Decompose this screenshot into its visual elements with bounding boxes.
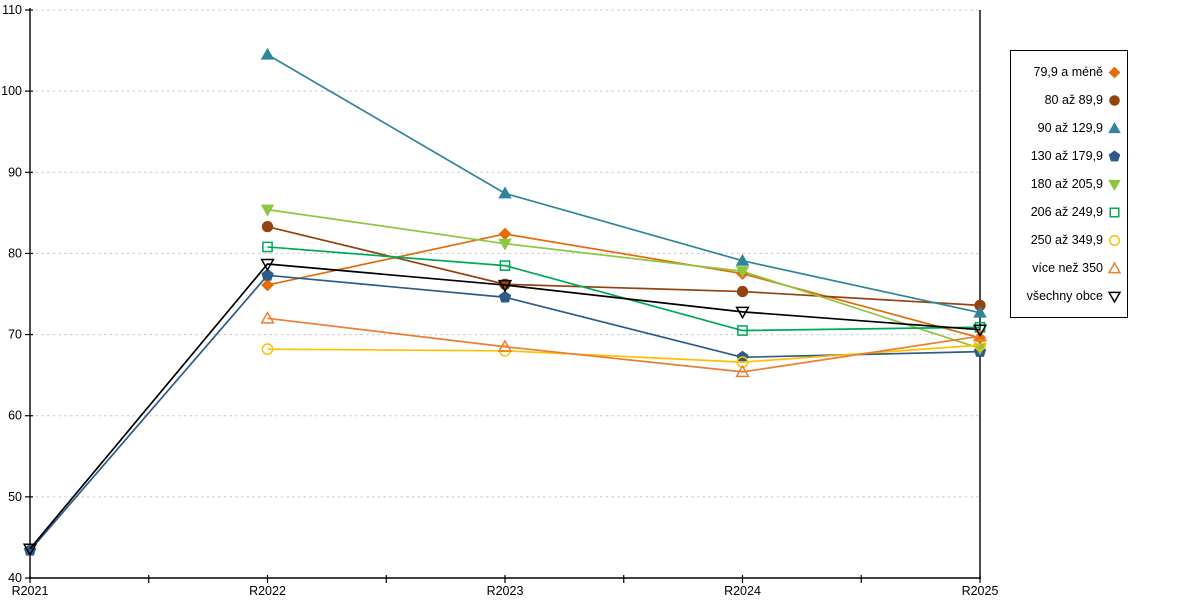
legend-item: 90 až 129,9	[1016, 121, 1122, 136]
series-line	[29, 263, 981, 550]
y-axis-tick-label: 40	[8, 571, 22, 585]
triangle-down-marker	[1107, 291, 1122, 303]
legend-marker-icon	[1108, 121, 1121, 133]
pentagon-marker	[1108, 149, 1121, 161]
x-axis-tick-label: R2025	[962, 584, 999, 598]
series-80-a-89-9	[261, 220, 986, 312]
y-axis-tick-label: 90	[8, 165, 22, 179]
circle-marker	[1108, 234, 1121, 246]
legend-marker-icon	[1108, 149, 1121, 161]
triangle-up-marker	[1107, 261, 1122, 273]
legend-item-label: 80 až 89,9	[1044, 92, 1103, 107]
x-axis-tick-label: R2023	[487, 584, 524, 598]
series-180-a-205-9	[260, 204, 987, 356]
diamond-marker	[261, 278, 274, 292]
legend-marker-icon	[1108, 179, 1121, 191]
series-line	[267, 208, 981, 350]
y-axis-tick-label: 50	[8, 490, 22, 504]
triangle-up-marker	[498, 186, 512, 199]
x-axis-tick-label: R2024	[724, 584, 761, 598]
square-marker	[262, 241, 273, 253]
triangle-up-marker	[260, 47, 275, 60]
y-axis-tick-label: 100	[1, 84, 22, 98]
series-v-ce-ne-350	[260, 310, 988, 378]
triangle-down-marker	[1108, 179, 1121, 191]
legend-item: 250 až 349,9	[1016, 233, 1122, 248]
series-90-a-129-9	[260, 47, 987, 318]
x-axis-tick-label: R2021	[12, 584, 49, 598]
legend-item-label: 79,9 a méně	[1033, 64, 1104, 79]
triangle-down-marker	[260, 204, 275, 217]
series-v-echny-obce	[22, 258, 988, 557]
y-axis-tick-label: 80	[8, 246, 22, 260]
triangle-down-marker	[498, 238, 512, 251]
circle-marker	[1109, 94, 1120, 106]
legend-item-label: 250 až 349,9	[1030, 232, 1103, 247]
legend: 79,9 a méně 80 až 89,9 90 až 129,9 130 až 1…	[1010, 50, 1128, 318]
legend-item: všechny obce	[1016, 289, 1122, 304]
triangle-up-marker	[972, 328, 988, 342]
series-line	[29, 274, 981, 551]
series-line	[267, 317, 981, 373]
circle-marker	[261, 220, 274, 233]
series-line	[267, 233, 981, 339]
y-axis-tick-label: 60	[8, 409, 22, 423]
square-marker	[499, 260, 511, 271]
series-line	[267, 53, 981, 314]
legend-item: 130 až 179,9	[1016, 149, 1122, 164]
triangle-up-marker	[497, 339, 513, 352]
legend-item: 206 až 249,9	[1016, 205, 1122, 220]
triangle-down-marker	[735, 266, 750, 279]
triangle-up-marker	[735, 253, 750, 266]
legend-item-label: 180 až 205,9	[1030, 176, 1103, 191]
pentagon-marker	[498, 290, 512, 303]
axes: 40 50 60 70 80 90 100 110 R2021 R2022 R2023 R2024 R2…	[1, 3, 998, 598]
x-axis-tick-label: R2022	[249, 584, 286, 598]
triangle-up-marker	[735, 364, 750, 378]
triangle-up-marker	[1108, 121, 1121, 133]
triangle-down-marker	[260, 258, 275, 272]
legend-marker-icon	[1107, 261, 1122, 273]
legend-marker-icon	[1109, 94, 1120, 106]
triangle-down-marker	[972, 324, 988, 338]
triangle-down-marker	[497, 279, 513, 293]
triangle-down-marker	[22, 543, 38, 557]
legend-item-label: 90 až 129,9	[1037, 120, 1103, 135]
legend-item: 79,9 a méně	[1016, 65, 1122, 80]
triangle-down-marker	[735, 306, 750, 320]
triangle-up-marker	[973, 305, 987, 318]
legend-item: více než 350	[1016, 261, 1122, 276]
legend-item-label: 206 až 249,9	[1030, 204, 1103, 219]
square-marker	[1109, 206, 1120, 218]
circle-marker	[736, 285, 749, 298]
legend-marker-icon	[1107, 291, 1122, 303]
legend-item: 180 až 205,9	[1016, 177, 1122, 192]
series-line	[267, 225, 981, 307]
legend-item-label: všechny obce	[1026, 288, 1103, 303]
diamond-marker	[498, 227, 512, 241]
legend-item: 80 až 89,9	[1016, 93, 1122, 108]
legend-marker-icon	[1109, 206, 1120, 218]
series-79-9-a-m-n-	[261, 227, 987, 345]
triangle-up-marker	[260, 310, 275, 324]
diamond-marker	[1108, 66, 1121, 78]
y-axis-tick-label: 110	[2, 3, 22, 17]
legend-marker-icon	[1108, 234, 1121, 246]
series-130-a-179-9	[23, 268, 987, 556]
pentagon-marker	[261, 268, 274, 281]
legend-item-label: více než 350	[1032, 260, 1103, 275]
circle-marker	[261, 343, 274, 356]
legend-item-label: 130 až 179,9	[1030, 148, 1103, 163]
y-axis-tick-label: 70	[8, 328, 22, 342]
square-marker	[737, 325, 748, 336]
gridlines	[30, 9, 980, 498]
legend-marker-icon	[1108, 66, 1121, 78]
